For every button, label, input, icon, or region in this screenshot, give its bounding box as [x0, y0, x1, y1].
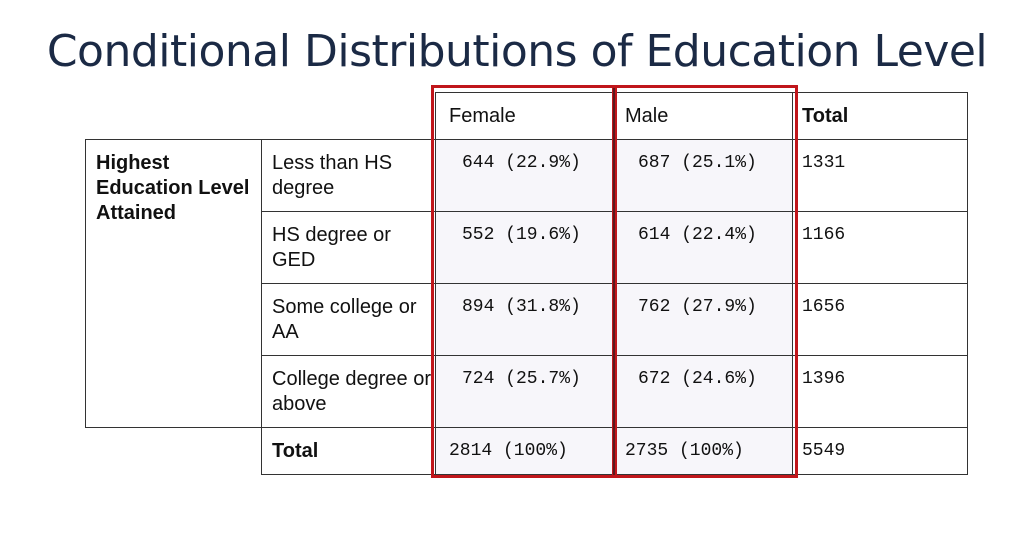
grand-total-cell [792, 427, 968, 475]
male-total: 2735 (100%) [625, 441, 744, 461]
slide-title: Conditional Distributions of Education L… [46, 26, 988, 77]
male-value-cell [613, 139, 793, 212]
total-value-cell [792, 283, 968, 356]
male-value-cell [613, 211, 793, 284]
male-value: 614 (22.4%) [638, 225, 757, 245]
header-female: Female [449, 105, 516, 127]
male-value-cell [613, 283, 793, 356]
row-group-cell [85, 139, 262, 428]
total-value-cell [792, 355, 968, 428]
female-value: 644 (22.9%) [462, 153, 581, 173]
female-total-cell [435, 427, 614, 475]
column-divider-line [613, 88, 615, 475]
header-total: Total [802, 105, 849, 127]
total-value: 1656 [802, 297, 846, 317]
female-value: 894 (31.8%) [462, 297, 581, 317]
row-label-cell [261, 283, 436, 356]
total-value-cell [792, 211, 968, 284]
header-female-cell [435, 92, 614, 140]
female-value-cell [435, 355, 614, 428]
male-value: 672 (24.6%) [638, 369, 757, 389]
female-value: 724 (25.7%) [462, 369, 581, 389]
total-row-label: Total [272, 440, 319, 462]
male-value-cell [613, 355, 793, 428]
total-value: 1166 [802, 225, 846, 245]
male-value: 687 (25.1%) [638, 153, 757, 173]
row-label: Some college or AA [272, 296, 417, 343]
total-row-label-cell [261, 427, 436, 475]
row-label: College degree or above [272, 368, 431, 415]
row-label-cell [261, 211, 436, 284]
female-value-cell [435, 139, 614, 212]
male-value: 762 (27.9%) [638, 297, 757, 317]
total-value: 1331 [802, 153, 846, 173]
row-group-label: Highest Education Level Attained [96, 152, 250, 224]
female-total: 2814 (100%) [449, 441, 568, 461]
header-total-cell [792, 92, 968, 140]
row-label: Less than HS degree [272, 152, 393, 199]
row-label-cell [261, 355, 436, 428]
total-value: 1396 [802, 369, 846, 389]
header-male: Male [625, 105, 669, 127]
grand-total: 5549 [802, 441, 846, 461]
female-value-cell [435, 211, 614, 284]
total-value-cell [792, 139, 968, 212]
female-value-cell [435, 283, 614, 356]
row-label: HS degree or GED [272, 224, 391, 271]
female-value: 552 (19.6%) [462, 225, 581, 245]
